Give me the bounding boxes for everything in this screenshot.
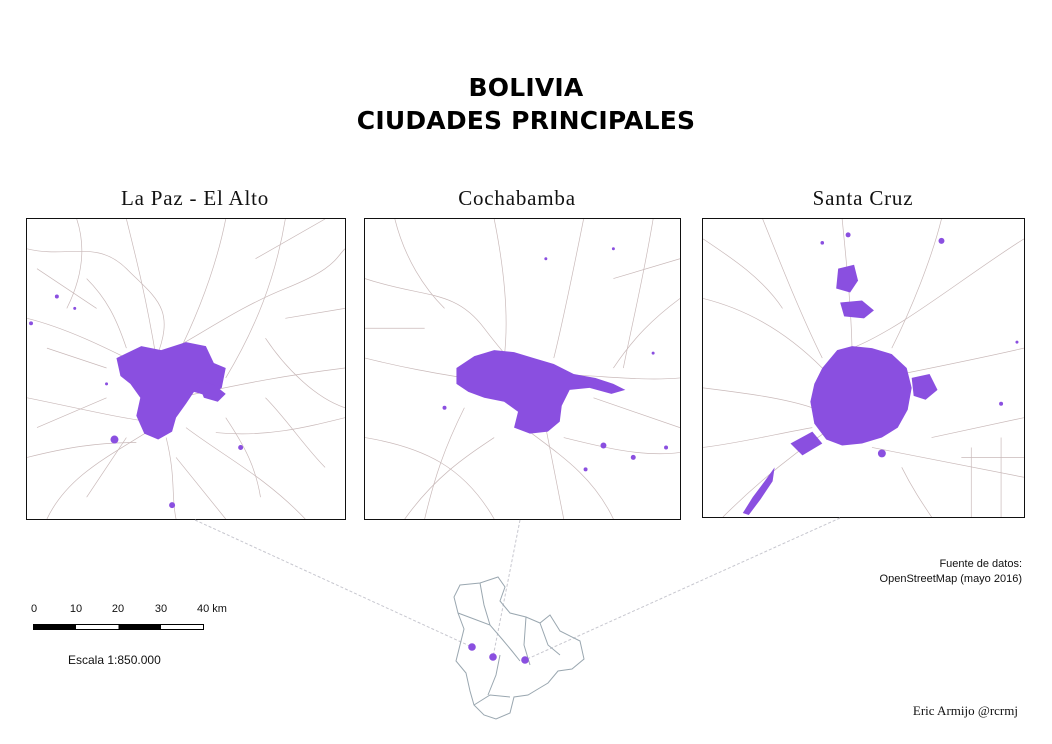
marker-cochabamba <box>489 653 497 661</box>
map-panel-la-paz[interactable] <box>26 218 346 520</box>
source-name: OpenStreetMap (mayo 2016) <box>879 573 1022 585</box>
marker-santa-cruz <box>521 656 529 664</box>
scale-tick-10: 10 <box>69 603 83 615</box>
santa-cruz-map <box>703 219 1024 517</box>
bolivia-locator-map <box>453 576 585 720</box>
author-credit: Eric Armijo @rcrmj <box>912 703 1018 718</box>
scale-tick-0: 0 <box>30 603 38 615</box>
scale-tick-30: 30 <box>154 603 168 615</box>
road-network <box>27 219 345 519</box>
road-network <box>703 219 1024 517</box>
scale-tick-20: 20 <box>111 603 125 615</box>
scale-ratio: Escala 1:850.000 <box>68 653 161 667</box>
marker-la-paz <box>468 643 476 651</box>
urban-area-cochabamba <box>442 247 669 472</box>
city-markers <box>468 643 529 664</box>
source-label: Fuente de datos: <box>939 558 1022 570</box>
cochabamba-map <box>365 219 680 519</box>
map-panel-santa-cruz[interactable] <box>702 218 1025 518</box>
la-paz-map <box>27 219 345 519</box>
scale-bar <box>33 624 204 630</box>
road-network <box>365 219 680 519</box>
data-source: Fuente de datos: OpenStreetMap (mayo 201… <box>880 557 1022 587</box>
map-title-line1: BOLIVIA <box>468 73 584 102</box>
map-title-line2: CIUDADES PRINCIPALES <box>356 106 696 135</box>
bolivia-outline <box>453 576 585 720</box>
scale-tick-40: 40 km <box>197 603 227 615</box>
map-panel-cochabamba[interactable] <box>364 218 681 520</box>
urban-area-santa-cruz <box>742 232 1019 516</box>
panel-title-la-paz: La Paz - El Alto <box>120 186 270 210</box>
panel-title-cochabamba: Cochabamba <box>458 186 576 210</box>
panel-title-santa-cruz: Santa Cruz <box>812 186 914 210</box>
urban-area-la-paz-el-alto <box>29 294 244 509</box>
